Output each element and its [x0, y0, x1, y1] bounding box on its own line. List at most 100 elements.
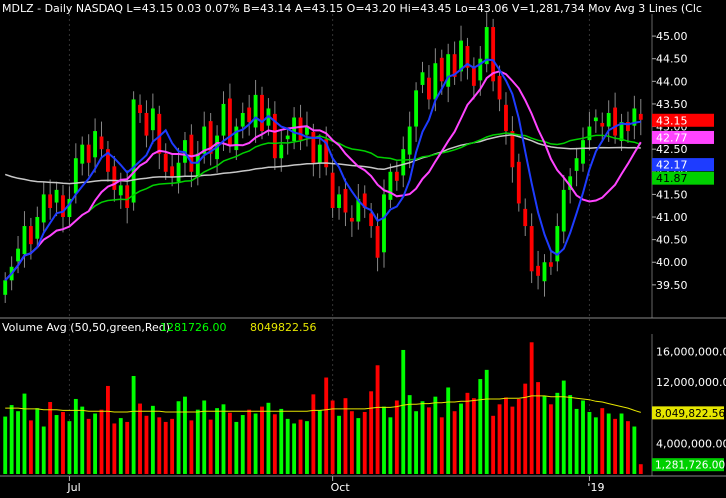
price-tick-label: 44.50	[656, 53, 688, 66]
candle-body	[16, 248, 20, 262]
volume-bar	[581, 400, 585, 474]
date-tick-label: Oct	[331, 481, 351, 494]
volume-bar	[189, 420, 194, 474]
volume-bar	[106, 385, 110, 474]
volume-bar	[600, 408, 605, 474]
volume-bar	[48, 402, 53, 474]
candle-body	[523, 208, 528, 227]
candle-body	[330, 172, 335, 208]
candle-body	[504, 104, 508, 132]
candle-body	[189, 134, 194, 172]
candle-body	[195, 153, 200, 178]
candle-body	[349, 217, 354, 222]
candle-body	[125, 185, 130, 208]
candle-body	[407, 126, 412, 155]
volume-bar	[523, 383, 528, 474]
candle-body	[439, 57, 444, 82]
volume-bar	[176, 401, 181, 474]
candle-body	[138, 104, 142, 113]
volume-bar	[471, 398, 476, 474]
volume-bar	[35, 408, 40, 474]
volume-bar	[433, 396, 438, 474]
volume-bar	[227, 412, 232, 474]
volume-bar	[414, 411, 419, 474]
candle-body	[279, 144, 284, 159]
volume-tick-label: 4,000,000.00	[656, 437, 726, 450]
volume-bar	[548, 404, 553, 474]
volume-bar	[452, 411, 457, 474]
ma-long-line	[4, 132, 642, 281]
volume-bar	[285, 418, 290, 474]
volume-bar	[138, 403, 142, 474]
volume-bar	[73, 398, 78, 474]
volume-bar	[170, 418, 175, 474]
candle-body	[414, 90, 419, 127]
candle-body	[587, 126, 592, 141]
candle-body	[61, 195, 65, 218]
volume-bar	[497, 404, 502, 474]
candle-body	[324, 139, 329, 168]
volume-bar	[401, 349, 406, 474]
candle-body	[382, 194, 386, 253]
volume-bar	[99, 409, 104, 474]
volume-bar	[215, 408, 219, 474]
volume-bar	[317, 410, 322, 474]
volume-bar	[536, 382, 540, 474]
moving-average-layer	[4, 58, 642, 281]
volume-badge-label: 1,281,726.00	[655, 460, 725, 472]
candle-body	[600, 122, 605, 127]
price-tick-label: 39.50	[656, 279, 688, 292]
candle-body	[22, 226, 27, 255]
volume-bar	[632, 426, 637, 474]
candle-body	[337, 194, 341, 208]
volume-bar	[221, 404, 226, 474]
candle-body	[497, 75, 502, 100]
volume-bar	[349, 411, 354, 474]
volume-bar	[478, 379, 483, 474]
price-tick-label: 41.00	[656, 211, 688, 224]
volume-bar	[22, 393, 27, 474]
volume-bar	[446, 387, 451, 474]
candle-body	[446, 54, 451, 87]
volume-bar	[292, 423, 297, 474]
volume-bars-layer	[3, 342, 643, 474]
volume-bar	[260, 406, 264, 474]
candle-body	[427, 77, 431, 100]
volume-bar	[80, 406, 85, 474]
volume-bar	[382, 406, 386, 474]
volume-bar	[516, 398, 521, 474]
volume-bar	[183, 396, 187, 474]
volume-bar	[272, 414, 277, 474]
price-badge-label: 42.17	[656, 159, 688, 172]
volume-header-value: 1281726.00	[160, 321, 226, 334]
volume-bar	[439, 417, 444, 474]
candle-body	[41, 194, 46, 223]
candle-body	[574, 158, 579, 171]
volume-bar	[324, 377, 329, 474]
volume-bar	[427, 407, 431, 474]
volume-bar	[112, 423, 117, 474]
volume-bar	[247, 409, 252, 474]
volume-bar	[144, 415, 149, 474]
candle-body	[606, 112, 611, 127]
volume-bar	[3, 416, 8, 474]
volume-bar	[61, 411, 65, 474]
candle-body	[170, 166, 175, 177]
volume-bar	[157, 417, 162, 474]
volume-bar	[202, 400, 207, 474]
candle-body	[67, 198, 72, 218]
volume-bar	[67, 421, 72, 474]
price-tick-label: 44.00	[656, 75, 688, 88]
candle-body	[157, 113, 162, 154]
candle-body	[35, 217, 40, 239]
candle-body	[93, 131, 98, 158]
price-tick-label: 40.50	[656, 234, 688, 247]
volume-bar	[9, 405, 14, 474]
volume-bar	[208, 419, 213, 474]
volume-bar	[356, 418, 361, 474]
candle-body	[106, 149, 110, 172]
candle-body	[163, 153, 168, 172]
candle-body	[80, 144, 85, 164]
candle-body	[234, 126, 239, 151]
price-badge	[652, 158, 714, 172]
